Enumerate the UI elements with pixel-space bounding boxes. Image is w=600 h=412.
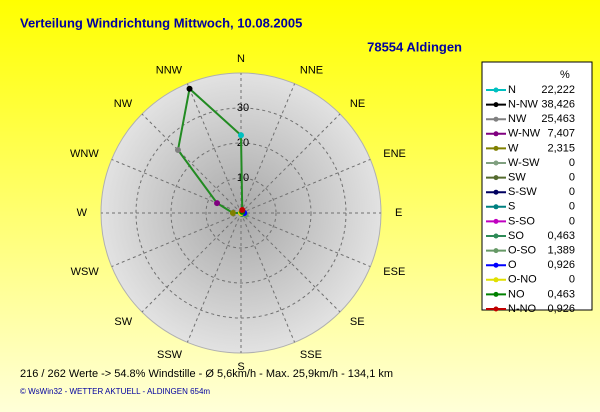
direction-label: SSE [300, 349, 322, 361]
legend-value: 0 [569, 201, 575, 213]
chart-subtitle: 78554 Aldingen [367, 39, 462, 54]
footer-stats: 216 / 262 Werte -> 54.8% Windstille - Ø … [20, 368, 393, 380]
legend-value: 0,926 [547, 303, 575, 315]
legend-swatch [493, 145, 499, 151]
spoke [186, 83, 242, 214]
legend-value: 0,463 [547, 230, 575, 242]
legend-swatch [493, 233, 499, 239]
direction-label: S [237, 361, 244, 373]
wind-point [229, 210, 236, 216]
legend-swatch [493, 277, 499, 283]
wind-point [239, 207, 246, 214]
spoke [240, 212, 371, 268]
direction-label: ENE [383, 148, 406, 160]
footer-copyright: © WsWin32 - WETTER AKTUELL - ALDINGEN 65… [20, 387, 210, 396]
r-tick-label: 10 [237, 172, 249, 184]
legend-label: NO [508, 288, 525, 300]
legend-label: O [508, 259, 517, 271]
legend-swatch [493, 306, 499, 312]
wind-point [238, 132, 244, 139]
wind-point [214, 200, 221, 207]
chart-title: Verteilung Windrichtung Mittwoch, 10.08.… [20, 15, 302, 30]
r-tick-label: 20 [237, 137, 249, 149]
legend-value: 0 [569, 157, 575, 169]
legend-title: % [560, 69, 570, 81]
grid-ring [170, 142, 312, 284]
direction-label: SE [350, 316, 365, 328]
legend-label: W-NW [508, 128, 541, 140]
legend-swatch [493, 248, 499, 254]
spoke [111, 158, 242, 214]
spoke [240, 212, 341, 313]
legend-label: SW [508, 172, 526, 184]
spoke [240, 113, 341, 214]
spoke [240, 83, 296, 214]
legend-value: 22,222 [541, 84, 575, 96]
spoke [141, 113, 242, 214]
legend-value: 7,407 [547, 128, 575, 140]
legend-label: O-NO [508, 274, 537, 286]
wind-point [186, 85, 193, 92]
legend-value: 38,426 [541, 99, 575, 111]
direction-label: WSW [71, 266, 100, 278]
legend-value: 0,463 [547, 288, 575, 300]
legend-swatch [493, 175, 499, 181]
spoke [141, 212, 242, 313]
legend-value: 0,926 [547, 259, 575, 271]
legend-value: 0 [569, 186, 575, 198]
spoke [240, 212, 296, 343]
direction-label: NNE [300, 65, 323, 77]
direction-label: E [395, 207, 402, 219]
legend-label: N [508, 84, 516, 96]
legend-label: S-SO [508, 215, 535, 227]
legend-label: SO [508, 230, 524, 242]
spoke [111, 212, 242, 268]
legend-label: NW [508, 113, 527, 125]
legend-swatch [493, 102, 499, 108]
legend-label: N-NW [508, 99, 539, 111]
legend-swatch [493, 262, 499, 268]
legend-swatch [493, 131, 499, 137]
legend-swatch [493, 160, 499, 166]
direction-label: NW [114, 98, 133, 110]
legend-value: 1,389 [547, 245, 575, 257]
legend-label: W-SW [508, 157, 540, 169]
legend-swatch [493, 204, 499, 210]
legend-box [481, 61, 593, 311]
direction-label: SW [114, 316, 132, 328]
legend-label: S [508, 201, 515, 213]
wind-point [174, 146, 181, 153]
legend-swatch [493, 87, 499, 93]
legend-swatch [493, 189, 499, 195]
direction-label: N [237, 53, 245, 65]
direction-label: W [77, 207, 88, 219]
legend-swatch [493, 116, 499, 122]
legend-label: N-NO [508, 303, 537, 315]
spoke [240, 158, 371, 214]
legend-value: 2,315 [547, 142, 575, 154]
legend-label: W [508, 142, 519, 154]
direction-label: SSW [157, 349, 183, 361]
legend-label: S-SW [508, 186, 537, 198]
legend-swatch [493, 291, 499, 297]
direction-label: NNW [156, 65, 183, 77]
r-tick-label: 30 [237, 102, 249, 114]
legend-value: 0 [569, 274, 575, 286]
legend-value: 0 [569, 172, 575, 184]
legend-value: 25,463 [541, 113, 575, 125]
direction-label: ESE [383, 266, 405, 278]
legend-swatch [493, 218, 499, 224]
spoke [186, 212, 242, 343]
legend-value: 0 [569, 215, 575, 227]
direction-label: WNW [70, 148, 99, 160]
direction-label: NE [350, 98, 365, 110]
legend-label: O-SO [508, 245, 537, 257]
